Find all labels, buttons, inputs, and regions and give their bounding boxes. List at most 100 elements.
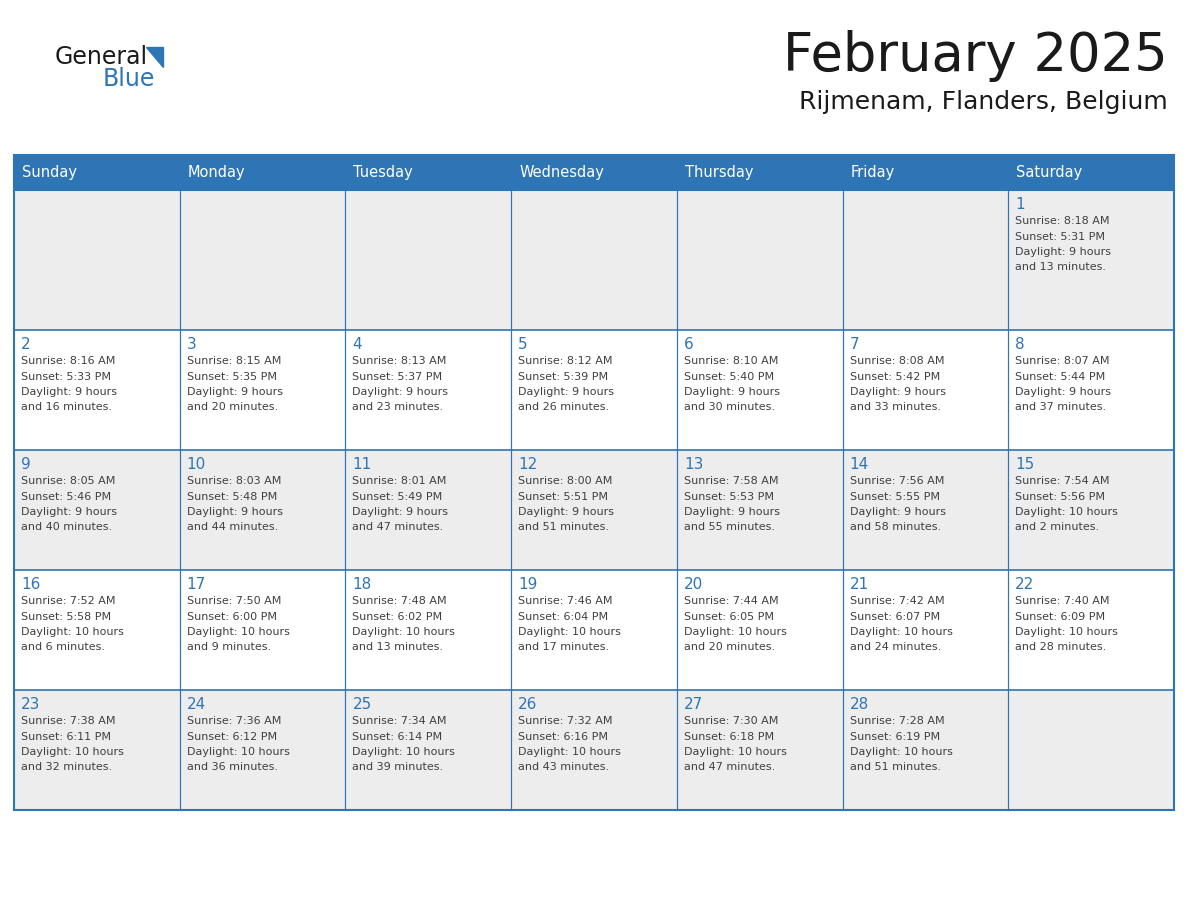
Text: Sunset: 6:12 PM: Sunset: 6:12 PM (187, 732, 277, 742)
Text: 12: 12 (518, 457, 537, 472)
Text: 11: 11 (353, 457, 372, 472)
Text: and 13 minutes.: and 13 minutes. (353, 643, 443, 653)
Text: Daylight: 9 hours: Daylight: 9 hours (1016, 387, 1111, 397)
Text: 17: 17 (187, 577, 206, 592)
Bar (346, 330, 511, 450)
Text: Daylight: 10 hours: Daylight: 10 hours (849, 747, 953, 757)
Text: Sunrise: 7:46 AM: Sunrise: 7:46 AM (518, 596, 613, 606)
Text: Sunrise: 7:56 AM: Sunrise: 7:56 AM (849, 476, 944, 486)
Text: and 36 minutes.: and 36 minutes. (187, 763, 278, 773)
Text: General: General (55, 45, 148, 69)
Text: Sunset: 5:44 PM: Sunset: 5:44 PM (1016, 372, 1106, 382)
Text: Daylight: 9 hours: Daylight: 9 hours (187, 507, 283, 517)
Text: Sunset: 6:09 PM: Sunset: 6:09 PM (1016, 611, 1105, 621)
Text: Daylight: 10 hours: Daylight: 10 hours (684, 747, 786, 757)
Text: 10: 10 (187, 457, 206, 472)
Text: Daylight: 10 hours: Daylight: 10 hours (353, 627, 455, 637)
Text: Sunrise: 8:08 AM: Sunrise: 8:08 AM (849, 356, 944, 366)
Text: and 16 minutes.: and 16 minutes. (21, 402, 112, 412)
Text: Sunrise: 7:54 AM: Sunrise: 7:54 AM (1016, 476, 1110, 486)
Text: 18: 18 (353, 577, 372, 592)
Text: Sunset: 5:35 PM: Sunset: 5:35 PM (187, 372, 277, 382)
Text: Sunrise: 7:58 AM: Sunrise: 7:58 AM (684, 476, 778, 486)
Text: Sunrise: 7:32 AM: Sunrise: 7:32 AM (518, 716, 613, 726)
Text: Sunset: 5:56 PM: Sunset: 5:56 PM (1016, 491, 1105, 501)
Text: 3: 3 (187, 337, 196, 352)
Text: Sunset: 6:00 PM: Sunset: 6:00 PM (187, 611, 277, 621)
Text: Sunrise: 7:48 AM: Sunrise: 7:48 AM (353, 596, 447, 606)
Text: Sunrise: 8:12 AM: Sunrise: 8:12 AM (518, 356, 613, 366)
Bar (511, 690, 677, 810)
Bar (14, 155, 179, 190)
Text: and 28 minutes.: and 28 minutes. (1016, 643, 1106, 653)
Bar (179, 450, 346, 570)
Text: and 47 minutes.: and 47 minutes. (684, 763, 775, 773)
Bar (842, 190, 1009, 330)
Text: Daylight: 9 hours: Daylight: 9 hours (518, 507, 614, 517)
Text: 22: 22 (1016, 577, 1035, 592)
Text: Daylight: 9 hours: Daylight: 9 hours (684, 507, 779, 517)
Bar (842, 570, 1009, 690)
Bar (511, 190, 677, 330)
Text: Sunrise: 8:16 AM: Sunrise: 8:16 AM (21, 356, 115, 366)
Text: and 51 minutes.: and 51 minutes. (849, 763, 941, 773)
Text: Sunset: 5:51 PM: Sunset: 5:51 PM (518, 491, 608, 501)
Text: Sunset: 5:55 PM: Sunset: 5:55 PM (849, 491, 940, 501)
Bar (1009, 570, 1174, 690)
Text: Daylight: 9 hours: Daylight: 9 hours (353, 387, 448, 397)
Bar (14, 190, 179, 330)
Text: Sunrise: 7:42 AM: Sunrise: 7:42 AM (849, 596, 944, 606)
Text: and 37 minutes.: and 37 minutes. (1016, 402, 1106, 412)
Bar (346, 450, 511, 570)
Text: Sunrise: 8:10 AM: Sunrise: 8:10 AM (684, 356, 778, 366)
Text: Blue: Blue (103, 67, 156, 91)
Bar (511, 155, 677, 190)
Polygon shape (146, 47, 163, 67)
Text: and 20 minutes.: and 20 minutes. (684, 643, 775, 653)
Bar (14, 330, 179, 450)
Bar (346, 690, 511, 810)
Text: 6: 6 (684, 337, 694, 352)
Text: Sunset: 6:18 PM: Sunset: 6:18 PM (684, 732, 775, 742)
Text: 21: 21 (849, 577, 868, 592)
Text: 1: 1 (1016, 197, 1025, 212)
Text: Sunset: 6:02 PM: Sunset: 6:02 PM (353, 611, 443, 621)
Text: and 47 minutes.: and 47 minutes. (353, 522, 443, 532)
Text: Sunset: 6:11 PM: Sunset: 6:11 PM (21, 732, 110, 742)
Bar (179, 190, 346, 330)
Bar (677, 155, 842, 190)
Text: Daylight: 10 hours: Daylight: 10 hours (849, 627, 953, 637)
Text: and 43 minutes.: and 43 minutes. (518, 763, 609, 773)
Text: 16: 16 (21, 577, 40, 592)
Text: 26: 26 (518, 697, 537, 712)
Text: Sunrise: 7:50 AM: Sunrise: 7:50 AM (187, 596, 282, 606)
Text: 14: 14 (849, 457, 868, 472)
Text: Sunrise: 7:30 AM: Sunrise: 7:30 AM (684, 716, 778, 726)
Text: 2: 2 (21, 337, 31, 352)
Bar (511, 450, 677, 570)
Text: 13: 13 (684, 457, 703, 472)
Bar (346, 190, 511, 330)
Text: and 2 minutes.: and 2 minutes. (1016, 522, 1099, 532)
Bar (677, 450, 842, 570)
Text: Sunset: 6:16 PM: Sunset: 6:16 PM (518, 732, 608, 742)
Text: 25: 25 (353, 697, 372, 712)
Text: Daylight: 10 hours: Daylight: 10 hours (684, 627, 786, 637)
Bar (1009, 155, 1174, 190)
Text: Sunset: 5:53 PM: Sunset: 5:53 PM (684, 491, 773, 501)
Text: Sunrise: 8:01 AM: Sunrise: 8:01 AM (353, 476, 447, 486)
Text: Daylight: 10 hours: Daylight: 10 hours (21, 627, 124, 637)
Text: Daylight: 9 hours: Daylight: 9 hours (187, 387, 283, 397)
Text: Rijmenam, Flanders, Belgium: Rijmenam, Flanders, Belgium (800, 90, 1168, 114)
Bar (346, 155, 511, 190)
Text: Sunset: 6:07 PM: Sunset: 6:07 PM (849, 611, 940, 621)
Bar (511, 570, 677, 690)
Text: Sunrise: 8:00 AM: Sunrise: 8:00 AM (518, 476, 613, 486)
Text: Daylight: 10 hours: Daylight: 10 hours (1016, 627, 1118, 637)
Text: Sunrise: 7:36 AM: Sunrise: 7:36 AM (187, 716, 282, 726)
Bar (179, 330, 346, 450)
Bar (179, 155, 346, 190)
Text: Sunset: 5:58 PM: Sunset: 5:58 PM (21, 611, 112, 621)
Text: Wednesday: Wednesday (519, 165, 604, 180)
Text: Sunrise: 8:18 AM: Sunrise: 8:18 AM (1016, 216, 1110, 226)
